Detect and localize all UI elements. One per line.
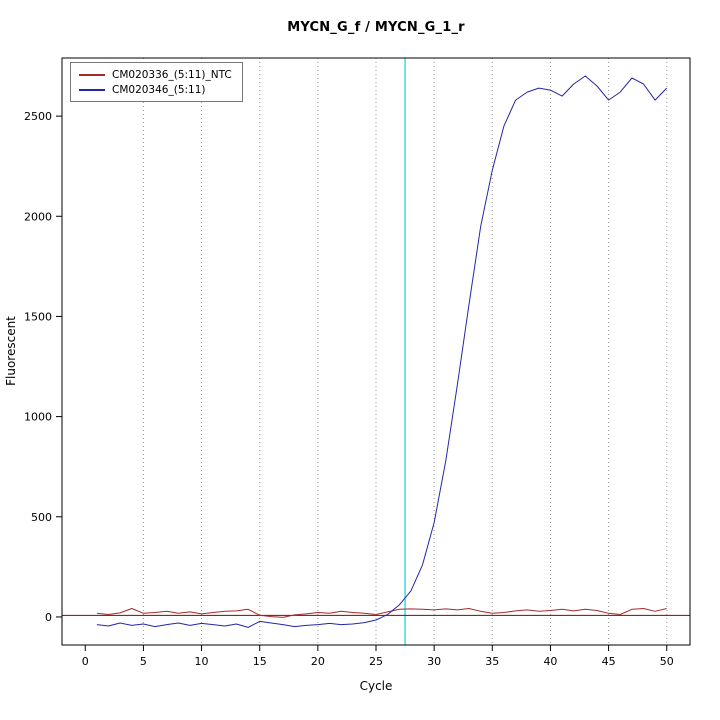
legend-label-sample: CM020346_(5:11)	[112, 83, 206, 96]
x-tick-label: 25	[369, 655, 383, 668]
x-tick-label: 10	[195, 655, 209, 668]
legend-line-swatch-sample	[79, 88, 105, 91]
x-tick-label: 30	[427, 655, 441, 668]
x-tick-label: 40	[543, 655, 557, 668]
x-tick-label: 5	[140, 655, 147, 668]
series-line-0	[96, 608, 667, 618]
x-tick-label: 50	[660, 655, 674, 668]
x-tick-label: 45	[602, 655, 616, 668]
x-tick-label: 0	[82, 655, 89, 668]
y-tick-label: 1500	[24, 310, 52, 323]
x-axis-label: Cycle	[359, 679, 393, 693]
y-tick-label: 500	[31, 511, 52, 524]
x-tick-label: 15	[253, 655, 267, 668]
legend-entry-ntc: CM020336_(5:11)_NTC	[79, 67, 232, 82]
y-tick-label: 2500	[24, 110, 52, 123]
legend-label-ntc: CM020336_(5:11)_NTC	[112, 68, 232, 81]
x-tick-label: 35	[485, 655, 499, 668]
legend-line-swatch-ntc	[79, 73, 105, 76]
legend-entry-sample: CM020346_(5:11)	[79, 82, 232, 97]
legend: CM020336_(5:11)_NTC CM020346_(5:11)	[70, 62, 243, 102]
y-tick-label: 1000	[24, 411, 52, 424]
x-tick-label: 20	[311, 655, 325, 668]
chart-title: MYCN_G_f / MYCN_G_1_r	[287, 20, 465, 35]
series-line-1	[96, 75, 668, 628]
y-tick-label: 2000	[24, 210, 52, 223]
y-tick-label: 0	[45, 611, 52, 624]
